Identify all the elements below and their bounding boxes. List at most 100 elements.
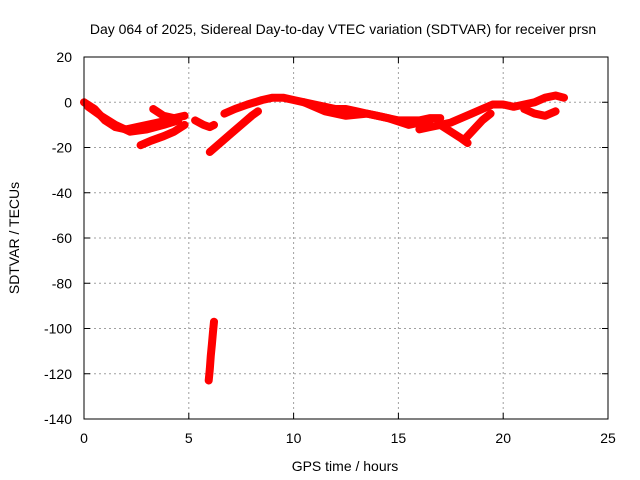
data-point <box>542 112 549 119</box>
data-point <box>137 142 144 149</box>
data-point <box>85 103 92 110</box>
data-point <box>269 94 276 101</box>
data-point <box>437 121 444 128</box>
data-point <box>468 110 475 117</box>
data-point <box>238 121 245 128</box>
series-track-c <box>136 120 189 150</box>
data-point <box>552 92 559 99</box>
y-tick-label: -120 <box>44 366 72 382</box>
data-point <box>227 130 234 137</box>
series-track-j <box>436 91 568 129</box>
x-tick-label: 25 <box>600 430 616 446</box>
data-point <box>206 149 213 156</box>
data-point <box>426 117 433 124</box>
data-point <box>489 101 496 108</box>
y-tick-label: 0 <box>64 94 72 110</box>
series-track-f <box>205 107 262 156</box>
data-point <box>405 121 412 128</box>
data-point <box>437 115 444 122</box>
y-tick-label: -100 <box>44 321 72 337</box>
data-point <box>259 96 266 103</box>
data-point <box>301 99 308 106</box>
series-track-m <box>204 317 218 385</box>
data-point <box>447 128 454 135</box>
data-point <box>217 139 224 146</box>
data-point <box>280 94 287 101</box>
data-point <box>290 96 297 103</box>
data-point <box>363 110 370 117</box>
y-tick-label: 20 <box>56 49 72 65</box>
data-point <box>510 103 517 110</box>
series-track-d <box>149 105 189 123</box>
data-point <box>160 121 167 128</box>
data-point <box>470 126 477 133</box>
data-point <box>221 110 228 117</box>
data-point <box>458 115 465 122</box>
chart-title: Day 064 of 2025, Sidereal Day-to-day VTE… <box>90 21 596 37</box>
data-point <box>210 121 217 128</box>
x-tick-label: 10 <box>286 430 302 446</box>
y-axis-label: SDTVAR / TECUs <box>6 182 22 294</box>
data-point <box>150 106 157 113</box>
data-point <box>479 106 486 113</box>
y-tick-label: -20 <box>52 140 72 156</box>
data-point <box>500 101 507 108</box>
x-tick-label: 5 <box>185 430 193 446</box>
series-track-l <box>520 105 560 120</box>
series-line <box>461 109 495 143</box>
series-track-k <box>461 109 495 143</box>
x-tick-label: 15 <box>391 430 407 446</box>
data-point <box>209 330 216 337</box>
y-tick-label: -60 <box>52 230 72 246</box>
series-track-b <box>84 102 183 136</box>
data-point <box>322 108 329 115</box>
data-point <box>171 115 178 122</box>
data-point <box>552 108 559 115</box>
y-tick-label: -140 <box>44 411 72 427</box>
data-point <box>160 112 167 119</box>
data-point <box>416 126 423 133</box>
data-series <box>80 91 568 385</box>
data-point <box>207 352 214 359</box>
data-point <box>531 110 538 117</box>
data-point <box>148 137 155 144</box>
series-line <box>191 116 218 132</box>
data-point <box>181 121 188 128</box>
data-point <box>343 106 349 113</box>
y-tick-label: -40 <box>52 185 72 201</box>
data-point <box>192 117 199 124</box>
data-point <box>143 126 150 133</box>
data-point <box>206 366 213 373</box>
series-track-e <box>191 116 218 132</box>
data-point <box>343 112 349 119</box>
data-point <box>231 106 238 113</box>
x-tick-labels: 0 5 10 15 20 25 <box>80 430 616 446</box>
data-point <box>560 94 567 101</box>
data-point <box>127 128 134 135</box>
x-tick-label: 20 <box>495 430 511 446</box>
series-line <box>520 105 560 120</box>
data-point <box>384 115 391 122</box>
data-point <box>479 117 486 124</box>
data-point <box>97 112 104 119</box>
y-tick-labels: 20 0 -20 -40 -60 -80 -100 -120 -140 <box>44 49 72 427</box>
data-point <box>210 318 217 325</box>
data-point <box>208 341 215 348</box>
series-track-h <box>300 98 434 129</box>
data-point <box>205 377 212 384</box>
x-axis-label: GPS time / hours <box>292 458 399 474</box>
data-point <box>531 99 538 106</box>
data-point <box>112 121 119 128</box>
data-point <box>487 110 494 117</box>
data-point <box>160 133 167 140</box>
data-point <box>447 119 454 126</box>
series-line <box>205 107 262 156</box>
data-point <box>426 124 433 131</box>
data-point <box>244 101 251 108</box>
data-point <box>542 94 549 101</box>
data-point <box>181 112 188 119</box>
data-point <box>248 112 255 119</box>
data-point <box>200 121 207 128</box>
series-line <box>149 105 189 123</box>
